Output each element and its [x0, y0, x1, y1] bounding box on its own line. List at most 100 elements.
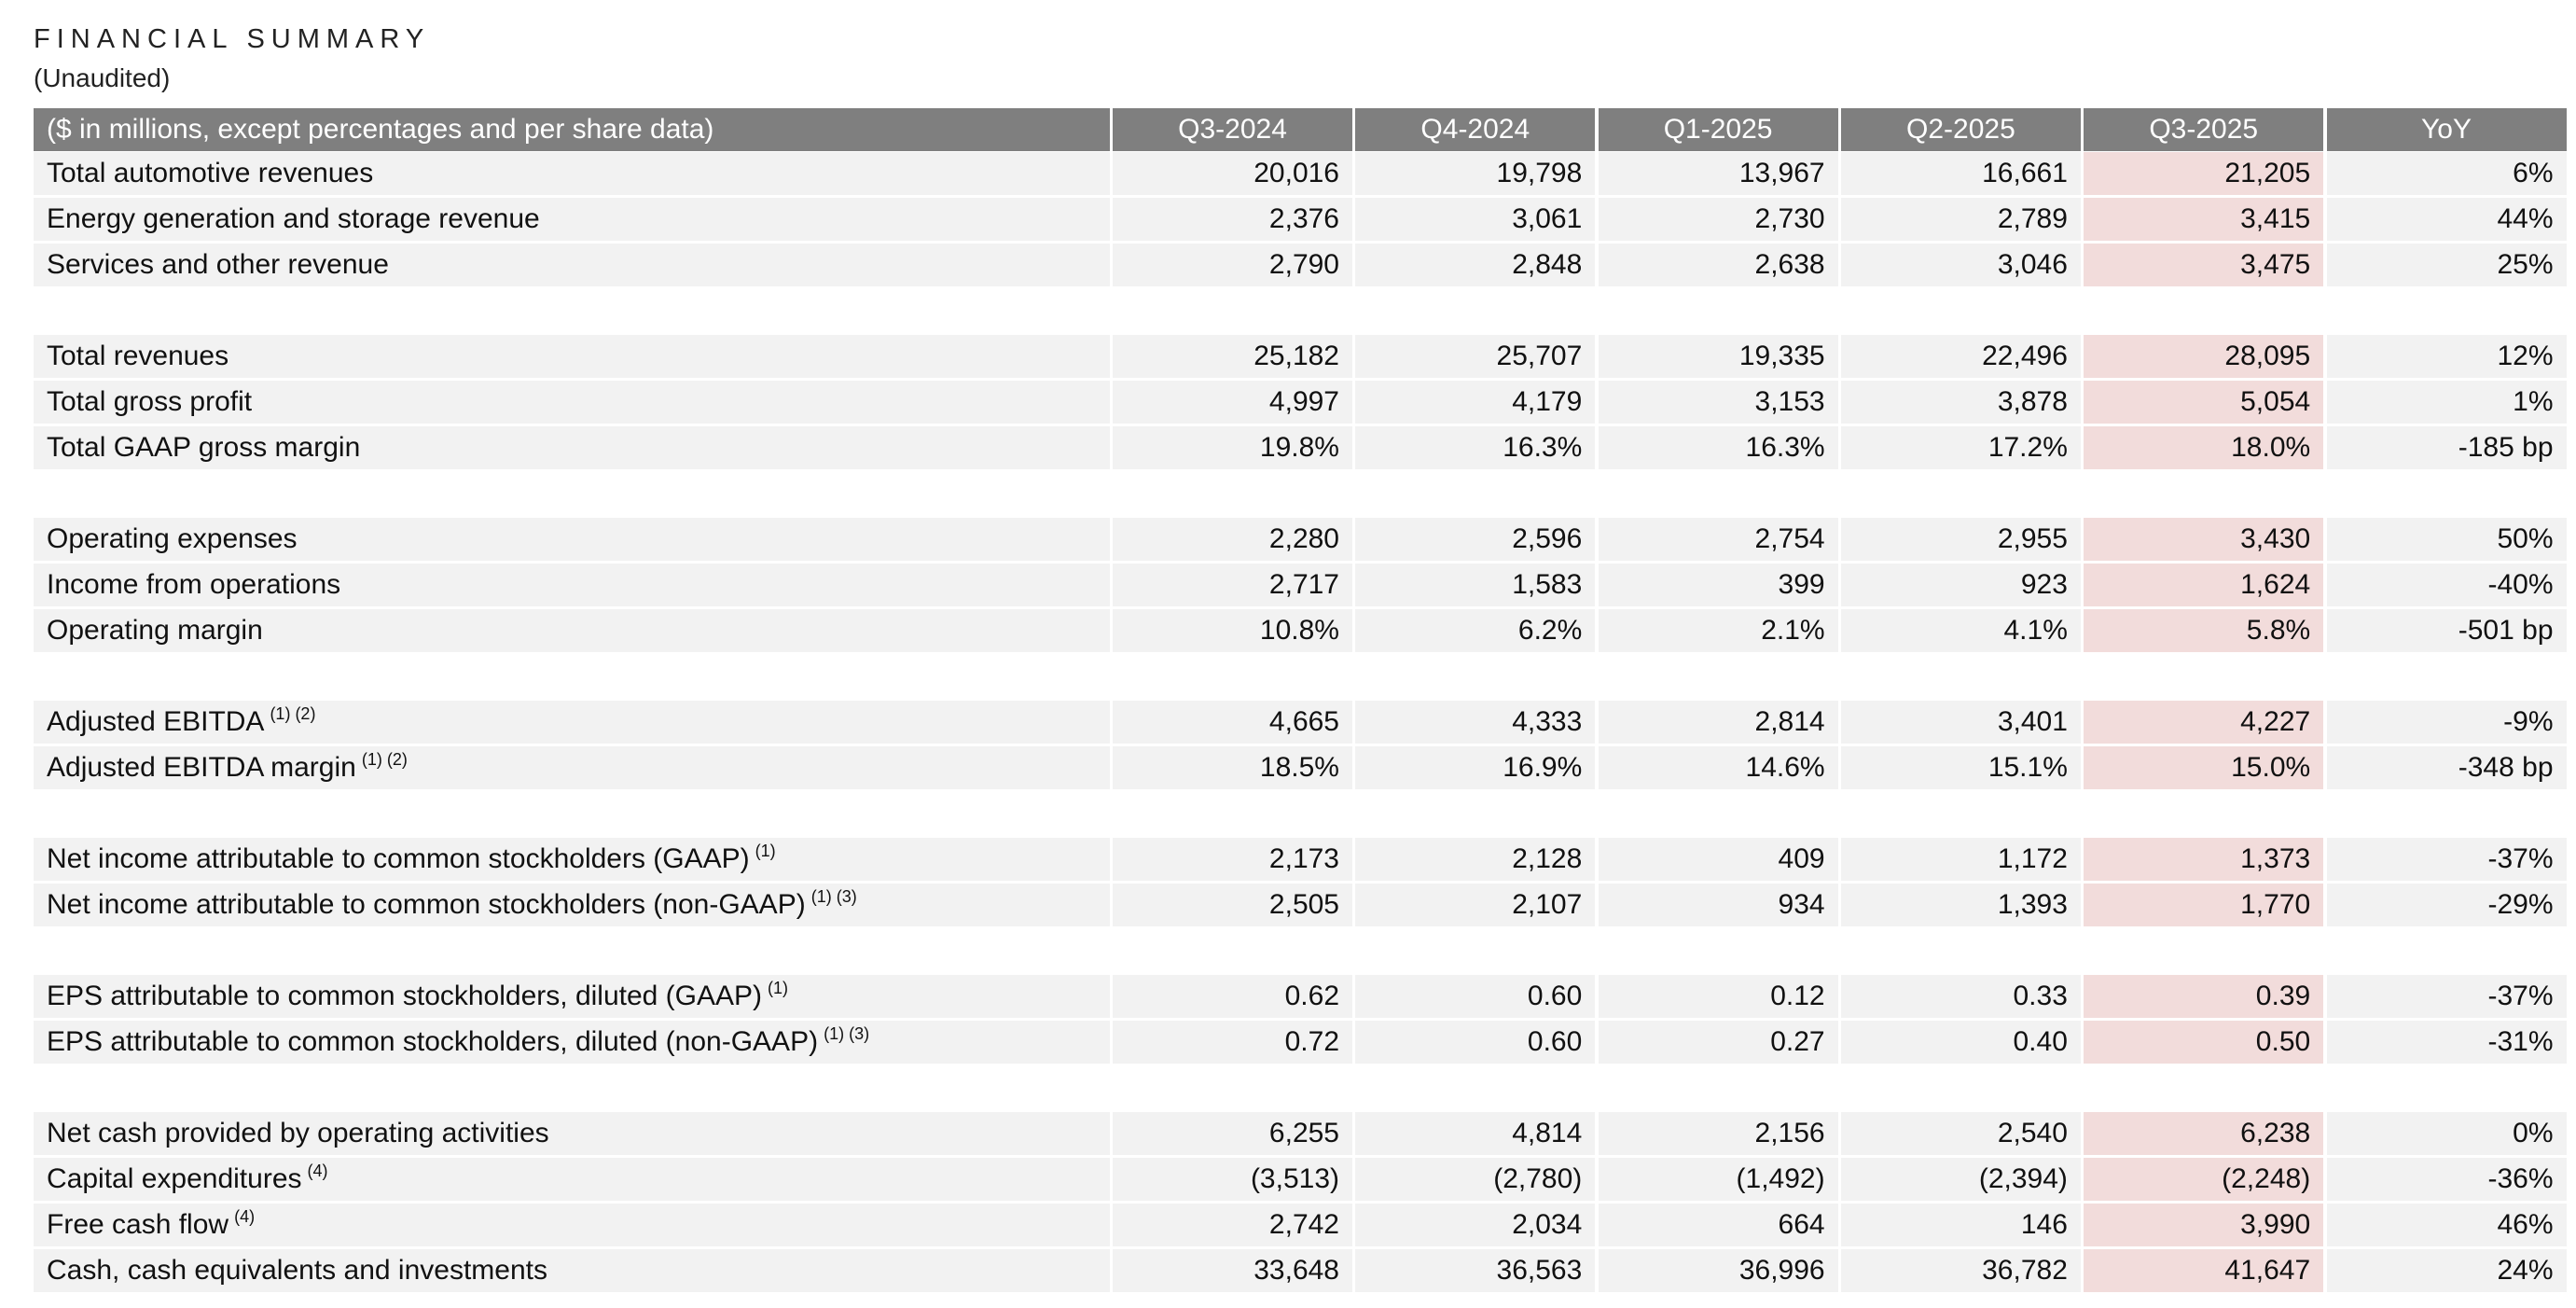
value-cell: -9% [2326, 701, 2567, 744]
value-cell: 15.0% [2084, 746, 2324, 789]
value-cell: 21,205 [2084, 152, 2324, 195]
value-cell: -36% [2326, 1158, 2567, 1201]
row-label: Total automotive revenues [34, 152, 1110, 195]
value-cell: 0.40 [1840, 1021, 2081, 1064]
value-cell: 2,034 [1355, 1204, 1596, 1246]
value-cell: 16.9% [1355, 746, 1596, 789]
footnote: (1) [768, 979, 789, 997]
value-cell: -501 bp [2326, 609, 2567, 652]
value-cell: 2,280 [1113, 518, 1352, 561]
value-cell: -29% [2326, 884, 2567, 926]
value-cell: 6.2% [1355, 609, 1596, 652]
value-cell: 50% [2326, 518, 2567, 561]
value-cell: 1,393 [1840, 884, 2081, 926]
row-label: Net income attributable to common stockh… [34, 838, 1110, 881]
row-label: Income from operations [34, 564, 1110, 606]
value-cell: -37% [2326, 975, 2567, 1018]
value-cell: 1% [2326, 381, 2567, 424]
label-text: Free cash flow [47, 1209, 229, 1240]
value-cell: 0.50 [2084, 1021, 2324, 1064]
value-cell: 934 [1598, 884, 1838, 926]
value-cell: (1,492) [1598, 1158, 1838, 1201]
value-cell: 17.2% [1840, 426, 2081, 469]
value-cell: 2,848 [1355, 244, 1596, 286]
value-cell: 3,153 [1598, 381, 1838, 424]
value-cell: 2,717 [1113, 564, 1352, 606]
subtitle: (Unaudited) [34, 63, 171, 92]
value-cell: 19,798 [1355, 152, 1596, 195]
label-text: Adjusted EBITDA margin [47, 752, 356, 783]
value-cell: 25,707 [1355, 335, 1596, 378]
label-text: Total gross profit [47, 386, 253, 417]
value-cell: 24% [2326, 1249, 2567, 1292]
value-cell: 0.39 [2084, 975, 2324, 1018]
value-cell: 4,179 [1355, 381, 1596, 424]
value-cell: 1,624 [2084, 564, 2324, 606]
value-cell: 12% [2326, 335, 2567, 378]
footnote: (1) (2) [361, 750, 408, 769]
value-cell: 20,016 [1113, 152, 1352, 195]
label-text: EPS attributable to common stockholders,… [47, 1026, 819, 1057]
value-cell: 1,373 [2084, 838, 2324, 881]
value-cell: 16,661 [1840, 152, 2081, 195]
value-cell: 4,333 [1355, 701, 1596, 744]
value-cell: 4,997 [1113, 381, 1352, 424]
value-cell: 6,238 [2084, 1112, 2324, 1155]
value-cell: 33,648 [1113, 1249, 1352, 1292]
label-text: Total GAAP gross margin [47, 432, 361, 463]
value-cell: 0.72 [1113, 1021, 1352, 1064]
row-label: EPS attributable to common stockholders,… [34, 1021, 1110, 1064]
value-cell: 923 [1840, 564, 2081, 606]
value-cell: 2,596 [1355, 518, 1596, 561]
row-label: Cash, cash equivalents and investments [34, 1249, 1110, 1292]
value-cell: 3,401 [1840, 701, 2081, 744]
value-cell: 41,647 [2084, 1249, 2324, 1292]
row-label: Net cash provided by operating activitie… [34, 1112, 1110, 1155]
label-text: EPS attributable to common stockholders,… [47, 981, 763, 1011]
value-cell: 2.1% [1598, 609, 1838, 652]
title: FINANCIAL SUMMARY [34, 24, 431, 54]
label-text: Cash, cash equivalents and investments [47, 1255, 547, 1286]
row-label: Adjusted EBITDA margin (1) (2) [34, 746, 1110, 789]
value-cell: 44% [2326, 198, 2567, 241]
label-text: Net cash provided by operating activitie… [47, 1118, 549, 1148]
footnote: (1) (2) [270, 704, 316, 723]
row-label: EPS attributable to common stockholders,… [34, 975, 1110, 1018]
footnote: (4) [307, 1162, 328, 1180]
footnote: (4) [234, 1207, 256, 1226]
value-cell: 3,475 [2084, 244, 2324, 286]
row-label: Capital expenditures (4) [34, 1158, 1110, 1201]
value-cell: 3,990 [2084, 1204, 2324, 1246]
value-cell: 18.5% [1113, 746, 1352, 789]
header-cell: Q4-2024 [1355, 108, 1596, 151]
value-cell: (3,513) [1113, 1158, 1352, 1201]
label-text: Total automotive revenues [47, 158, 374, 188]
label-text: Services and other revenue [47, 249, 389, 280]
value-cell: 0.60 [1355, 1021, 1596, 1064]
value-cell: 19.8% [1113, 426, 1352, 469]
value-cell: 28,095 [2084, 335, 2324, 378]
label-text: Energy generation and storage revenue [47, 203, 540, 234]
value-cell: 3,878 [1840, 381, 2081, 424]
value-cell: 2,128 [1355, 838, 1596, 881]
value-cell: 146 [1840, 1204, 2081, 1246]
row-label: Total revenues [34, 335, 1110, 378]
label-text: Capital expenditures [47, 1163, 302, 1194]
value-cell: 4,814 [1355, 1112, 1596, 1155]
value-cell: 4,665 [1113, 701, 1352, 744]
value-cell: 0.62 [1113, 975, 1352, 1018]
value-cell: 2,814 [1598, 701, 1838, 744]
label-text: Total revenues [47, 341, 229, 371]
value-cell: 0.60 [1355, 975, 1596, 1018]
value-cell: 0% [2326, 1112, 2567, 1155]
value-cell: -40% [2326, 564, 2567, 606]
value-cell: 2,742 [1113, 1204, 1352, 1246]
row-label: Operating expenses [34, 518, 1110, 561]
value-cell: 2,376 [1113, 198, 1352, 241]
value-cell: 19,335 [1598, 335, 1838, 378]
value-cell: -185 bp [2326, 426, 2567, 469]
value-cell: 2,505 [1113, 884, 1352, 926]
value-cell: 13,967 [1598, 152, 1838, 195]
value-cell: 399 [1598, 564, 1838, 606]
